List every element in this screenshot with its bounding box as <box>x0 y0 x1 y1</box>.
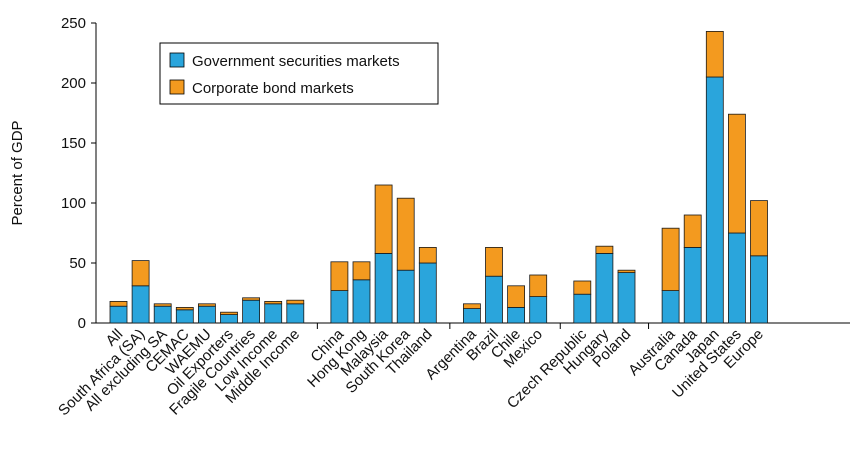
legend-label-government: Government securities markets <box>192 53 400 70</box>
bar-corporate-waemu <box>197 303 216 307</box>
bar-government-all <box>109 305 128 324</box>
bar-government-canada <box>683 246 702 324</box>
bar-corporate-chile <box>507 285 526 308</box>
bar-government-middle-income <box>286 303 305 324</box>
bar-corporate-middle-income <box>286 299 305 305</box>
bar-corporate-canada <box>683 214 702 248</box>
bar-corporate-all <box>109 300 128 307</box>
y-tick-label: 0 <box>78 315 86 332</box>
bar-corporate-japan <box>705 30 724 78</box>
bar-corporate-poland <box>617 269 636 274</box>
bar-government-cemac <box>175 309 194 324</box>
bar-government-oil-exporters <box>220 314 238 324</box>
bar-government-hong-kong <box>352 279 371 324</box>
y-tick-label: 250 <box>61 15 86 32</box>
bar-corporate-czech-republic <box>573 280 592 295</box>
bar-government-low-income <box>264 303 283 324</box>
bar-government-united-states <box>728 232 746 324</box>
y-tick-label: 100 <box>61 195 86 212</box>
y-axis-title: Percent of GDP <box>9 120 26 225</box>
bar-government-south-africa-sa <box>131 285 150 324</box>
legend-swatch-government <box>169 52 185 68</box>
bar-corporate-cemac <box>175 306 194 311</box>
bar-government-south-korea <box>396 269 415 324</box>
bar-corporate-fragile-countries <box>242 297 261 301</box>
bar-government-mexico <box>529 296 548 324</box>
bar-corporate-brazil <box>485 246 503 277</box>
bar-corporate-south-africa-sa <box>131 260 150 287</box>
legend: Government securities markets Corporate … <box>159 42 439 105</box>
bar-government-hungary <box>595 252 614 324</box>
bar-corporate-mexico <box>529 274 548 298</box>
bar-corporate-hungary <box>595 245 614 254</box>
bar-corporate-united-states <box>728 113 746 234</box>
bar-government-czech-republic <box>573 293 592 324</box>
bar-corporate-all-excluding-sa <box>153 303 172 307</box>
bar-government-brazil <box>485 275 503 324</box>
bar-government-europe <box>750 255 768 324</box>
bar-corporate-hong-kong <box>352 261 371 281</box>
bar-government-waemu <box>197 305 216 324</box>
bar-government-argentina <box>462 308 481 324</box>
bar-government-japan <box>705 76 724 324</box>
y-tick-label: 150 <box>61 135 86 152</box>
bar-corporate-oil-exporters <box>220 311 238 316</box>
bar-corporate-thailand <box>418 246 437 264</box>
bar-corporate-argentina <box>462 303 481 309</box>
bar-government-all-excluding-sa <box>153 305 172 324</box>
bar-government-china <box>330 290 349 324</box>
bar-corporate-malaysia <box>374 184 393 254</box>
legend-label-corporate: Corporate bond markets <box>192 80 354 97</box>
bar-corporate-china <box>330 261 349 291</box>
legend-swatch-corporate <box>169 79 185 95</box>
bar-government-malaysia <box>374 252 393 324</box>
bar-government-chile <box>507 306 526 324</box>
y-tick-label: 50 <box>69 255 86 272</box>
bar-corporate-australia <box>661 227 680 291</box>
bar-government-australia <box>661 290 680 324</box>
bar-government-poland <box>617 272 636 324</box>
y-tick-label: 200 <box>61 75 86 92</box>
bar-corporate-low-income <box>264 300 283 305</box>
bar-corporate-south-korea <box>396 197 415 271</box>
bar-government-fragile-countries <box>242 299 261 324</box>
bar-government-thailand <box>418 262 437 324</box>
legend-box <box>159 42 439 105</box>
bar-corporate-europe <box>750 200 768 257</box>
